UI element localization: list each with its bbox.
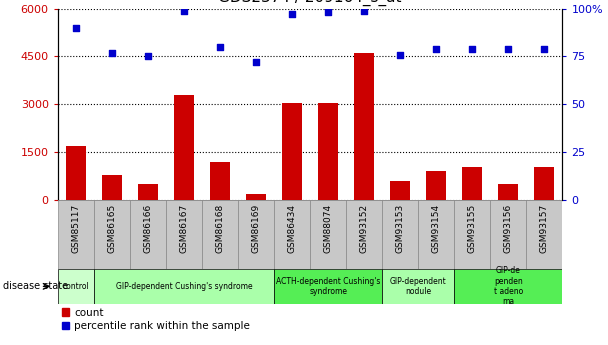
Bar — [202, 200, 238, 269]
Text: GSM93157: GSM93157 — [540, 204, 549, 253]
Text: GSM86166: GSM86166 — [143, 204, 153, 253]
Text: GSM88074: GSM88074 — [323, 204, 333, 253]
Text: GSM93152: GSM93152 — [360, 204, 368, 253]
Text: GSM93155: GSM93155 — [468, 204, 477, 253]
Bar — [210, 162, 230, 200]
Text: GSM86168: GSM86168 — [215, 204, 224, 253]
Bar — [66, 146, 86, 200]
Bar — [382, 200, 418, 269]
Text: control: control — [63, 282, 89, 291]
Point — [179, 8, 188, 13]
Bar — [534, 167, 554, 200]
Point — [395, 52, 405, 57]
Bar — [274, 200, 310, 269]
Bar — [462, 167, 482, 200]
Bar — [274, 269, 382, 304]
Bar — [426, 171, 446, 200]
Bar — [58, 269, 94, 304]
Bar — [174, 95, 194, 200]
Text: ACTH-dependent Cushing's
syndrome: ACTH-dependent Cushing's syndrome — [276, 277, 380, 296]
Bar — [138, 184, 158, 200]
Point — [503, 46, 513, 52]
Bar — [490, 200, 527, 269]
Point — [359, 8, 369, 13]
Bar — [418, 200, 454, 269]
Point — [287, 12, 297, 17]
Text: GSM86167: GSM86167 — [179, 204, 188, 253]
Bar — [390, 181, 410, 200]
Text: GIP-dependent Cushing's syndrome: GIP-dependent Cushing's syndrome — [116, 282, 252, 291]
Point — [107, 50, 117, 56]
Point — [251, 59, 261, 65]
Text: disease state: disease state — [3, 282, 68, 291]
Bar — [130, 200, 166, 269]
Bar — [282, 103, 302, 200]
Bar — [246, 194, 266, 200]
Text: GSM85117: GSM85117 — [71, 204, 80, 253]
Bar — [58, 200, 94, 269]
Bar — [527, 200, 562, 269]
Bar — [354, 53, 374, 200]
Text: GSM93154: GSM93154 — [432, 204, 441, 253]
Bar — [94, 200, 130, 269]
Bar — [166, 200, 202, 269]
Text: GSM86169: GSM86169 — [252, 204, 260, 253]
Text: GSM93156: GSM93156 — [504, 204, 513, 253]
Bar — [499, 184, 518, 200]
Point — [215, 44, 225, 50]
Bar — [346, 200, 382, 269]
Bar — [454, 200, 490, 269]
Bar — [382, 269, 454, 304]
Bar — [310, 200, 346, 269]
Point — [323, 10, 333, 15]
Text: GSM86165: GSM86165 — [108, 204, 116, 253]
Text: GIP-de
penden
t adeno
ma: GIP-de penden t adeno ma — [494, 266, 523, 306]
Point — [71, 25, 81, 30]
Bar — [318, 103, 338, 200]
Bar — [102, 175, 122, 200]
Bar — [94, 269, 274, 304]
Point — [431, 46, 441, 52]
Bar — [238, 200, 274, 269]
Title: GDS2374 / 209164_s_at: GDS2374 / 209164_s_at — [218, 0, 402, 6]
Text: GSM86434: GSM86434 — [288, 204, 297, 253]
Point — [539, 46, 549, 52]
Point — [468, 46, 477, 52]
Legend: count, percentile rank within the sample: count, percentile rank within the sample — [58, 304, 255, 335]
Text: GSM93153: GSM93153 — [396, 204, 405, 253]
Text: GIP-dependent
nodule: GIP-dependent nodule — [390, 277, 447, 296]
Bar — [454, 269, 562, 304]
Point — [143, 54, 153, 59]
